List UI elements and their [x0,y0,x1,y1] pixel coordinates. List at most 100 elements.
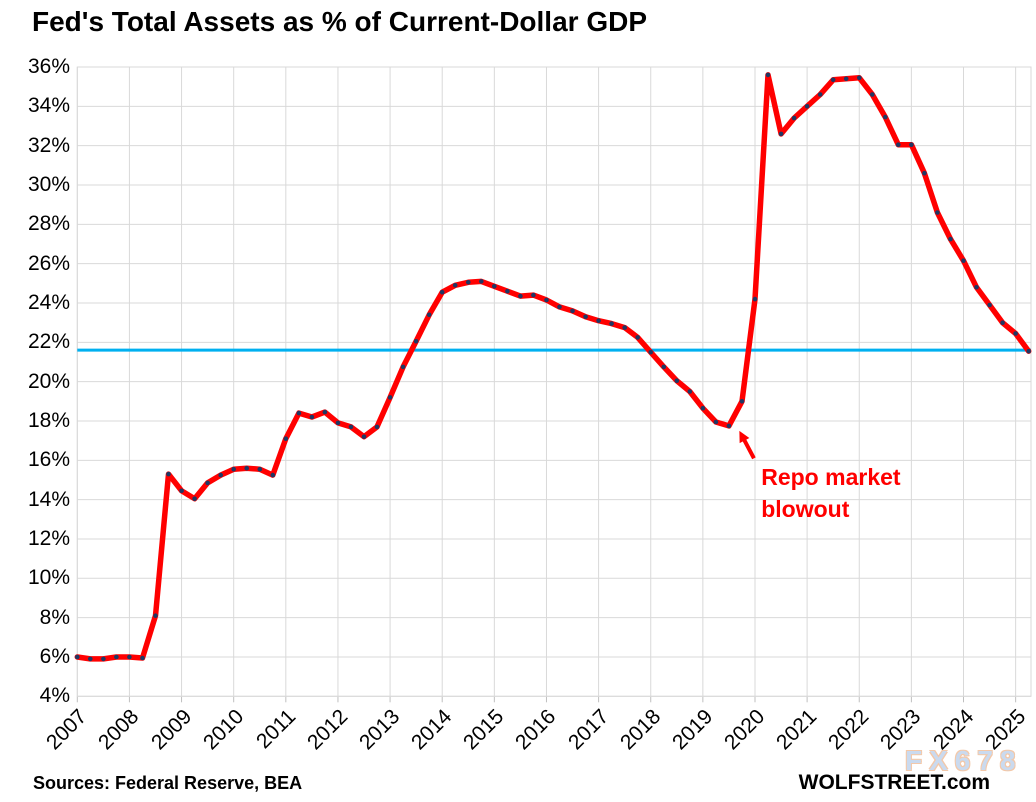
series-marker [400,364,406,370]
series-marker [283,436,289,442]
series-marker [75,654,80,660]
series-marker [348,424,354,430]
series-marker [231,466,236,472]
series-marker [218,472,223,478]
series-marker [140,655,145,661]
watermark-fx678: FX678 [905,745,1023,776]
series-marker [596,318,601,324]
series-marker [322,409,328,415]
series-marker [557,304,562,310]
y-axis-tick-label: 6% [39,644,70,668]
series-marker [466,280,471,285]
series-marker [531,292,536,298]
series-marker [153,613,158,618]
series-marker [909,142,914,147]
series-marker [765,72,771,78]
series-marker [387,395,393,400]
annotation-arrow-head [739,430,750,444]
series-marker [492,284,497,289]
series-marker [804,104,810,109]
y-axis-tick-label: 28% [27,212,70,236]
series-marker [452,283,458,288]
annotation-arrow-shaft [740,436,756,460]
series-marker [687,389,693,394]
series-marker [609,321,614,326]
series-marker [335,420,341,426]
y-axis-tick-label: 30% [27,172,70,196]
series-marker [830,77,836,83]
series-marker [101,656,106,662]
series-marker [88,656,93,662]
series-marker [974,285,979,290]
series-marker [205,480,210,486]
y-axis-tick-label: 18% [27,408,70,432]
site-label: WOLFSTREET.com [798,771,990,794]
series-marker [1000,320,1005,326]
y-axis-tick-label: 10% [27,566,70,590]
y-axis-tick-label: 14% [27,487,70,511]
series-marker [583,314,588,320]
series-marker [518,293,523,299]
series-marker [127,654,132,660]
y-axis-tick-label: 26% [27,251,70,275]
series-marker [661,364,667,370]
series-marker [870,92,875,97]
y-axis-tick-label: 34% [27,94,70,118]
y-axis-tick-label: 4% [39,684,70,708]
series-marker [479,279,484,284]
annotation-repo-market-blowout: Repo market blowout [761,464,901,523]
series-marker [505,288,510,294]
series-marker [713,419,719,425]
plot-border [76,66,1032,697]
y-axis-tick-label: 36% [27,55,70,78]
series-marker [244,465,249,471]
series-marker [544,297,549,303]
series-marker [674,378,680,384]
series-marker [935,210,940,215]
series-marker [648,349,653,355]
series-marker [843,76,849,82]
sources-label: Sources: Federal Reserve, BEA [33,773,303,793]
series-marker [413,339,419,344]
series-marker [166,471,171,477]
chart-title: Fed's Total Assets as % of Current-Dolla… [32,6,648,37]
series-marker [752,296,758,302]
series-marker [622,325,627,330]
series-marker [257,466,263,472]
series-marker [791,115,797,121]
series-marker [192,496,197,502]
y-axis-tick-label: 16% [27,448,70,472]
series-marker [270,472,276,478]
series-line [74,72,1032,662]
series-marker [439,289,445,295]
series-marker [883,114,888,120]
y-axis-tick-label: 22% [27,330,70,354]
series-marker [857,75,862,81]
series-marker [309,414,315,420]
series-marker [961,258,966,264]
series-marker [570,308,575,314]
series-marker [635,335,640,340]
y-axis-tick-label: 32% [27,133,70,157]
series-marker [948,236,953,242]
series-marker [374,424,380,430]
series-marker [739,399,745,404]
series-marker [700,405,706,411]
y-axis-tick-label: 24% [27,290,70,314]
series-marker [179,488,184,494]
series-marker [361,434,367,440]
series-marker [1013,331,1018,336]
series-marker [987,302,992,308]
series-marker [922,170,927,176]
series-marker [817,92,823,97]
series-marker [426,312,432,318]
y-axis-tick-label: 12% [27,526,70,550]
y-axis-tick-label: 8% [39,605,70,629]
series-marker [1026,348,1031,354]
series-marker [114,654,119,660]
series-marker [778,131,784,137]
y-axis-tick-label: 20% [27,369,70,393]
series-marker [296,410,302,416]
